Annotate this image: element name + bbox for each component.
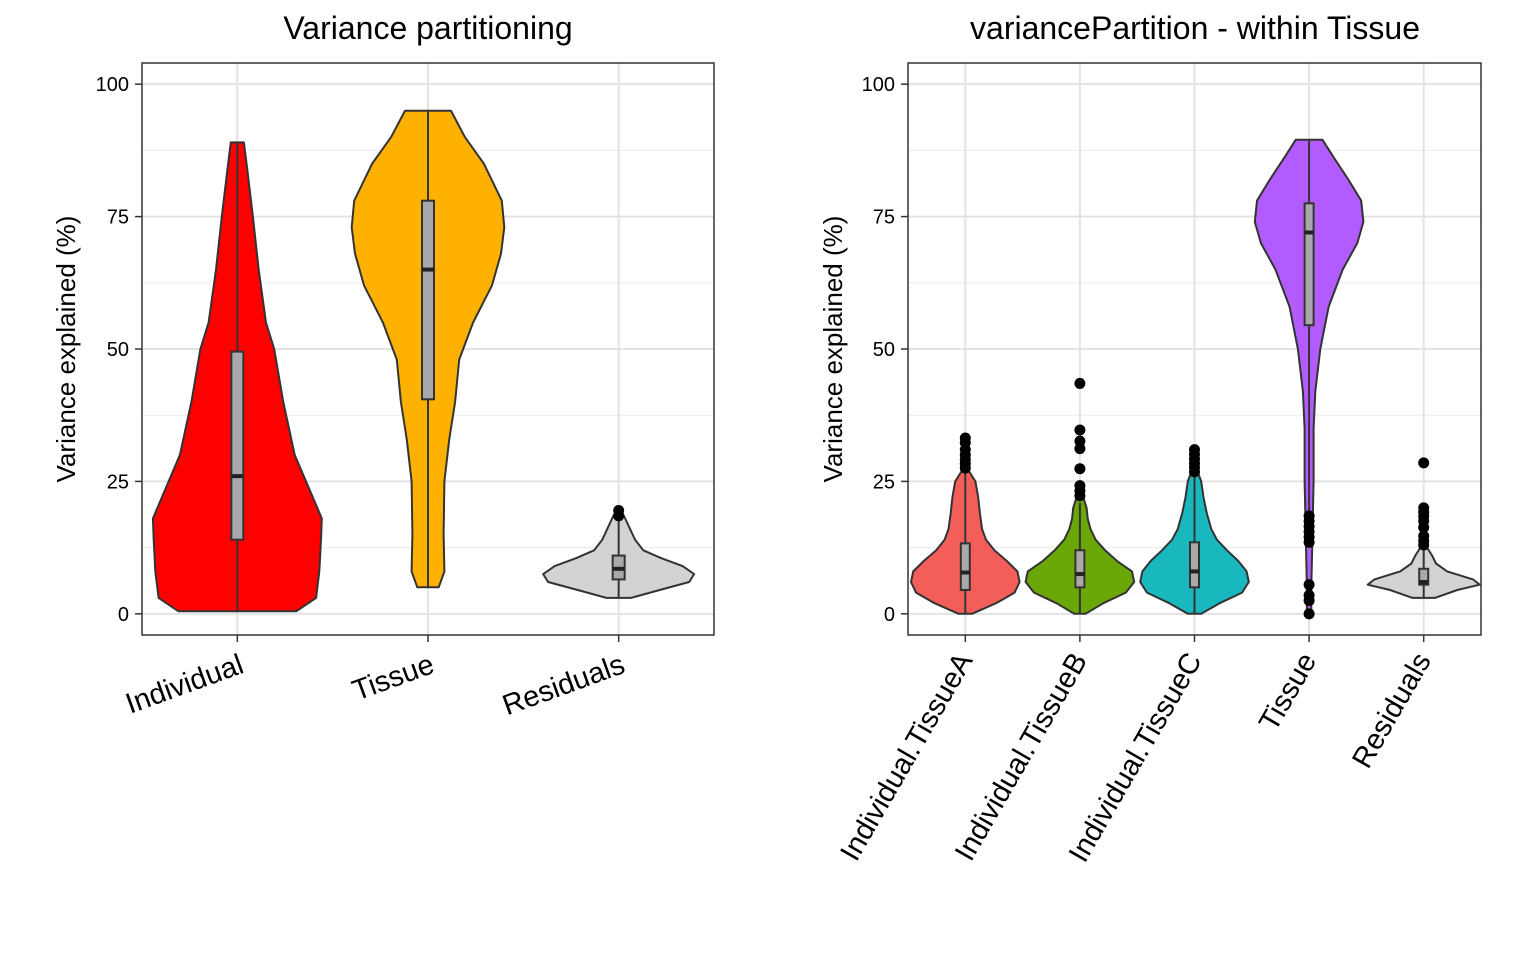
outlier-point xyxy=(959,432,971,444)
chart-title: Variance partitioning xyxy=(283,10,572,46)
violin-group-individual xyxy=(151,141,323,613)
y-tick-label: 25 xyxy=(107,471,129,493)
x-tick-label-tissue: Tissue xyxy=(1253,648,1323,737)
y-axis-label: Variance explained (%) xyxy=(818,216,848,483)
outlier-point xyxy=(1303,510,1315,522)
y-tick-label: 0 xyxy=(884,604,895,626)
y-tick-label: 50 xyxy=(107,339,129,361)
outlier-point xyxy=(1418,457,1430,469)
box-residuals xyxy=(1418,567,1430,586)
outlier-point xyxy=(1189,444,1200,456)
y-tick-label: 0 xyxy=(118,604,129,626)
outlier-point xyxy=(613,505,625,517)
y-tick-label: 75 xyxy=(873,207,895,229)
violin-group-tissue xyxy=(1253,138,1365,620)
outlier-point xyxy=(1074,424,1086,436)
chart-panel-variance-partitioning: 0 25 50 75 100 Individual Tissue Residuals Varia… xyxy=(51,10,715,723)
outlier-point xyxy=(1074,435,1086,447)
box-individual-tissuea xyxy=(959,542,971,591)
y-tick-label: 50 xyxy=(873,339,895,361)
violin-group-residuals xyxy=(1366,457,1481,599)
x-tick-label-individual-tissueb: Individual.TissueB xyxy=(949,648,1094,867)
x-tick-label-residuals: Residuals xyxy=(498,649,629,723)
outlier-point xyxy=(1303,608,1315,620)
chart-panel-within-tissue: 0255075100Individual.TissueAIndividual.T… xyxy=(818,10,1482,868)
violin-group-residuals xyxy=(542,505,696,599)
y-tick-label: 75 xyxy=(107,207,129,229)
outlier-point xyxy=(1074,377,1086,389)
violin-group-individual-tissuea xyxy=(910,432,1021,615)
y-tick-label: 100 xyxy=(862,74,895,96)
box-individual-tissueb xyxy=(1074,549,1086,589)
outlier-point xyxy=(1418,530,1430,542)
box-individual xyxy=(230,350,245,541)
box-individual-tissuec xyxy=(1189,541,1200,589)
outlier-point xyxy=(1303,579,1315,591)
outlier-point xyxy=(1418,502,1430,514)
x-tick-label-individual-tissuec: Individual.TissueC xyxy=(1063,648,1209,868)
x-tick-label-tissue: Tissue xyxy=(348,649,438,708)
y-axis-label: Variance explained (%) xyxy=(51,216,81,483)
chart-title: variancePartition - within Tissue xyxy=(970,10,1420,46)
y-tick-label: 100 xyxy=(96,74,129,96)
outlier-point xyxy=(1074,480,1086,492)
outlier-point xyxy=(1303,589,1315,601)
violin-group-individual-tissuec xyxy=(1139,444,1250,615)
violin-group-individual-tissueb xyxy=(1024,377,1136,615)
box-tissue xyxy=(421,199,435,401)
x-tick-label-individual: Individual xyxy=(122,649,248,721)
box-tissue xyxy=(1303,202,1315,327)
x-tick-label-residuals: Residuals xyxy=(1346,648,1437,774)
outlier-point xyxy=(1074,463,1086,475)
y-tick-label: 25 xyxy=(873,471,895,493)
violin-group-tissue xyxy=(350,109,506,589)
